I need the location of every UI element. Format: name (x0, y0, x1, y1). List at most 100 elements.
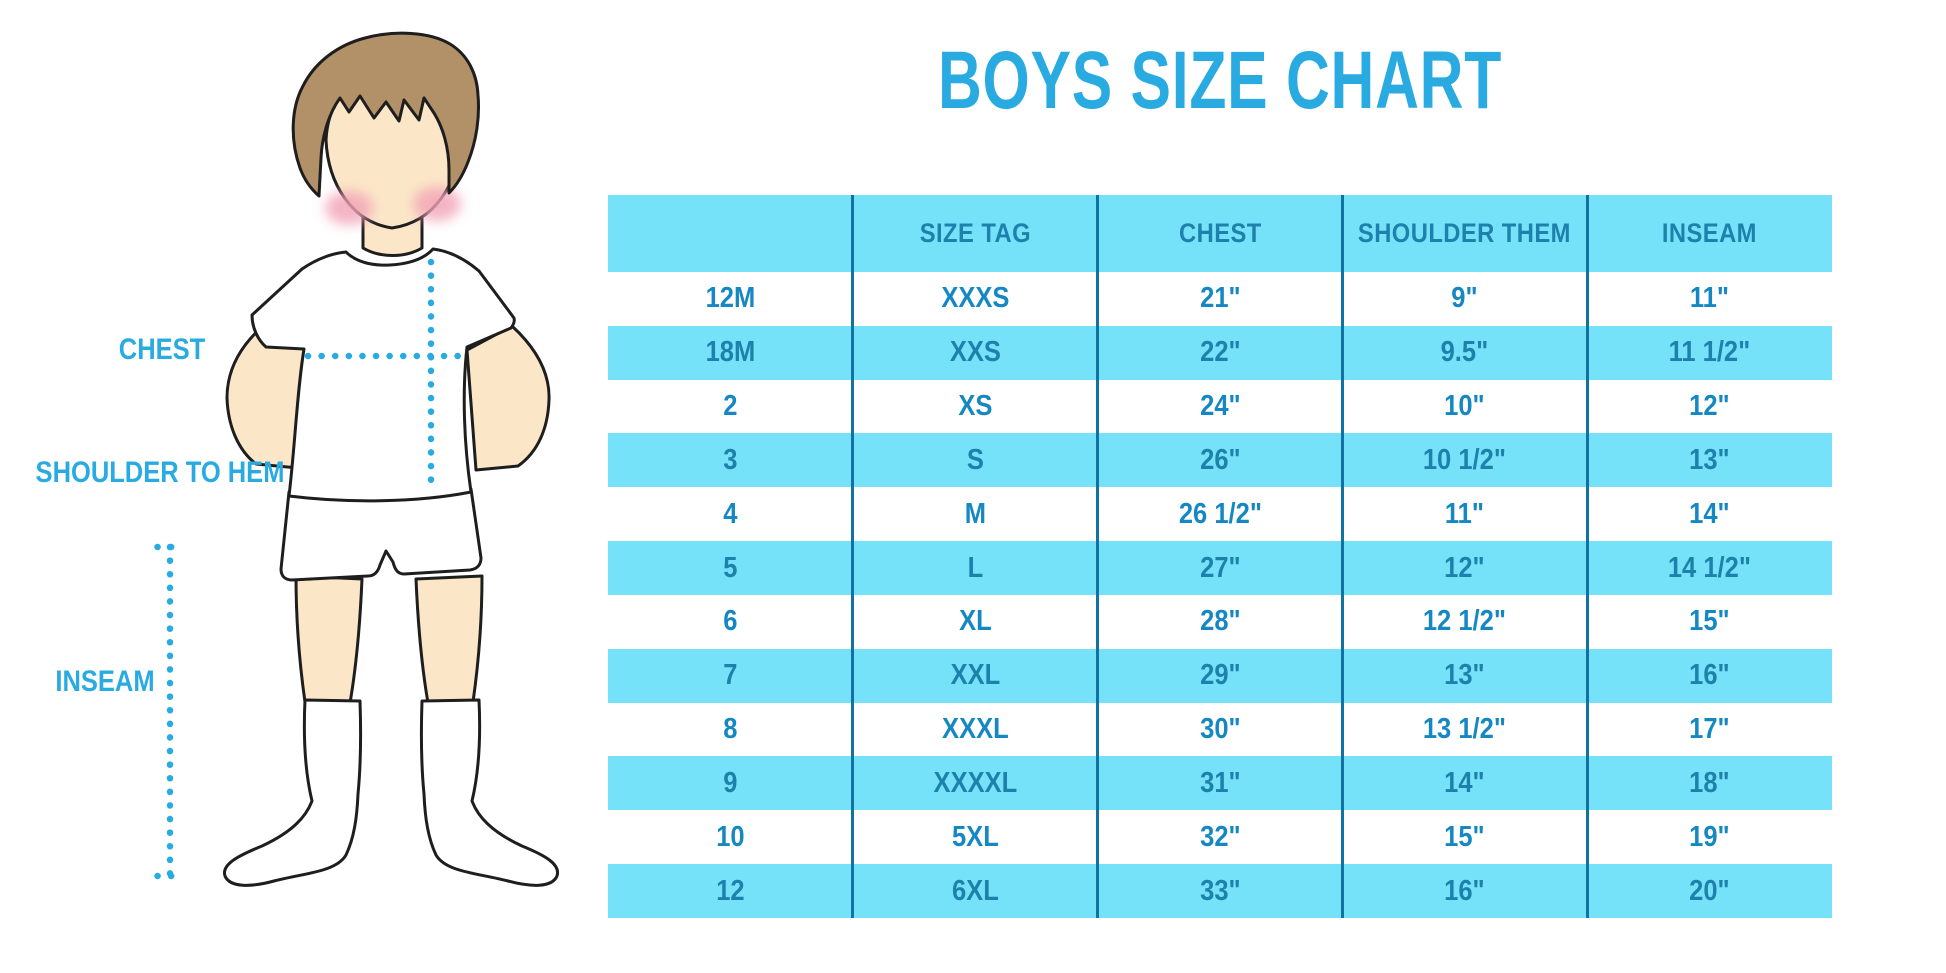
table-cell: 12M (705, 282, 756, 315)
boy-illustration: CHEST SHOULDER TO HEM INSEAM (0, 0, 600, 973)
table-cell: XXS (949, 336, 1001, 369)
table-cell: XL (958, 605, 992, 638)
left-sock (223, 698, 363, 887)
table-cell: 7 (723, 659, 738, 692)
table-cell: 16" (1444, 874, 1486, 907)
table-row: 12 6XL 33" 16" 20" (608, 864, 1832, 918)
table-row: 6 XL 28" 12 1/2" 15" (608, 595, 1832, 649)
column-divider (851, 195, 855, 918)
table-cell: XXXL (941, 713, 1009, 746)
table-row: 18M XXS 22" 9.5" 11 1/2" (608, 325, 1832, 380)
table-cell: 12" (1444, 551, 1486, 584)
table-row: 5 L 27" 12" 14 1/2" (608, 541, 1832, 595)
table-cell: 13" (1689, 443, 1730, 476)
inseam-label: INSEAM (55, 665, 155, 698)
table-cell: 12 1/2" (1423, 605, 1507, 638)
table-cell: 17" (1689, 713, 1730, 746)
table-cell: 11" (1690, 282, 1730, 315)
table-cell: 9 (723, 766, 738, 799)
column-header (623, 195, 838, 272)
table-cell: 19" (1689, 820, 1730, 853)
table-cell: 16" (1689, 659, 1730, 692)
table-cell: 11 1/2" (1668, 336, 1751, 369)
table-cell: 14" (1689, 497, 1730, 530)
table-cell: 4 (723, 497, 738, 530)
table-cell: 18" (1689, 766, 1730, 799)
table-cell: 27" (1199, 551, 1241, 584)
table-cell: 18M (705, 336, 756, 369)
table-cell: 8 (723, 713, 738, 746)
table-cell: XXXXL (933, 766, 1018, 799)
right-leg (414, 574, 484, 705)
table-cell: 33" (1199, 874, 1241, 907)
boy-figure-svg (154, 31, 560, 887)
table-cell: 32" (1199, 820, 1241, 853)
table-row: 2 XS 24" 10" 12" (608, 380, 1832, 434)
column-divider (1585, 195, 1589, 918)
table-cell: 6XL (951, 874, 999, 907)
table-row: 9 XXXXL 31" 14" 18" (608, 756, 1832, 811)
shorts (279, 487, 483, 582)
table-row: 7 XXL 29" 13" 16" (608, 648, 1832, 703)
table-cell: 26" (1199, 443, 1241, 476)
table-cell: 10" (1444, 390, 1486, 423)
table-cell: 14" (1444, 766, 1486, 799)
table-cell: 21" (1199, 282, 1241, 315)
table-cell: 15" (1444, 820, 1486, 853)
right-sock (419, 698, 560, 887)
table-row: 8 XXXL 30" 13 1/2" 17" (608, 703, 1832, 757)
left-arm (225, 324, 307, 470)
table-cell: 3 (723, 443, 738, 476)
column-divider (1340, 195, 1344, 918)
table-row: 12M XXXS 21" 9" 11" (608, 272, 1832, 326)
table-cell: 2 (723, 390, 738, 423)
inseam-measure-line (154, 543, 187, 880)
table-cell: 26 1/2" (1178, 497, 1262, 530)
table-cell: M (964, 497, 986, 530)
table-cell: 6 (723, 605, 738, 638)
table-cell: 20" (1689, 874, 1730, 907)
left-leg (294, 574, 364, 705)
table-cell: XXL (950, 659, 1001, 692)
table-cell: S (966, 443, 984, 476)
table-cell: XS (958, 390, 993, 423)
table-cell: 30" (1199, 713, 1241, 746)
table-cell: 5 (723, 551, 738, 584)
table-cell: 15" (1689, 605, 1730, 638)
page-title: BOYS SIZE CHART (937, 35, 1502, 126)
table-cell: 11" (1445, 497, 1485, 530)
table-cell: 10 (716, 820, 745, 853)
table-row: 4 M 26 1/2" 11" 14" (608, 487, 1832, 541)
table-cell: 31" (1199, 766, 1241, 799)
hair (291, 31, 480, 198)
table-cell: 9" (1451, 282, 1478, 315)
table-header-row: SIZE TAG CHEST SHOULDER THEM INSEAM (608, 195, 1832, 272)
table-cell: XXXS (941, 282, 1010, 315)
table-cell: 24" (1199, 390, 1241, 423)
chest-label: CHEST (118, 333, 206, 366)
column-divider (1096, 195, 1100, 918)
table-cell: 29" (1199, 659, 1241, 692)
column-header: SIZE TAG (919, 218, 1031, 248)
table-cell: 10 1/2" (1423, 443, 1507, 476)
table-cell: 12" (1689, 390, 1730, 423)
column-header: INSEAM (1662, 218, 1758, 248)
table-row: 10 5XL 32" 15" 19" (608, 810, 1832, 864)
shoulder-to-hem-label: SHOULDER TO HEM (35, 456, 285, 489)
cheeks (325, 187, 461, 225)
table-cell: 12 (716, 874, 745, 907)
table-cell: 14 1/2" (1668, 551, 1752, 584)
size-table: SIZE TAG CHEST SHOULDER THEM INSEAM 12M XXXS 2… (608, 195, 1832, 918)
t-shirt (250, 247, 516, 503)
table-row: 3 S 26" 10 1/2" 13" (608, 433, 1832, 488)
column-header: CHEST (1178, 218, 1262, 248)
table-cell: 28" (1199, 605, 1241, 638)
table-cell: 5XL (951, 820, 999, 853)
table-cell: L (967, 551, 983, 584)
table-cell: 22" (1199, 336, 1241, 369)
right-arm (465, 324, 551, 472)
column-header: SHOULDER THEM (1358, 218, 1572, 248)
table-cell: 9.5" (1440, 336, 1489, 369)
table-cell: 13" (1444, 659, 1486, 692)
